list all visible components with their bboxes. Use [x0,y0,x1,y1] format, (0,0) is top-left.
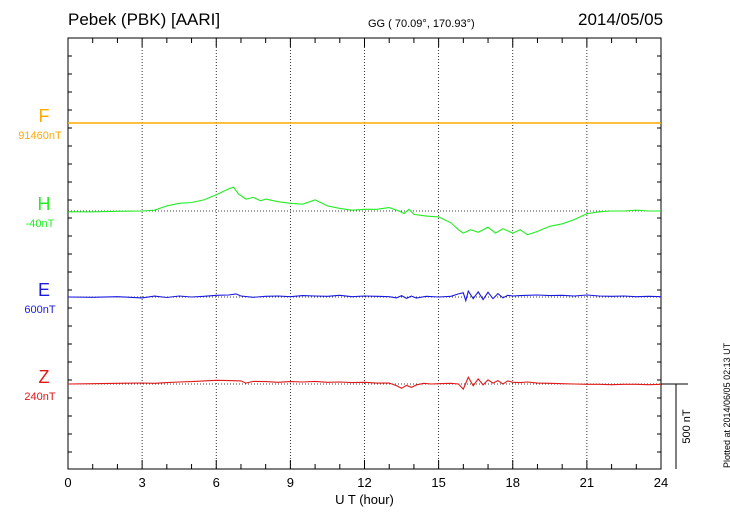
series-line-h [68,186,661,236]
channel-label-h: H [38,194,51,214]
series-line-z [67,375,662,391]
x-tick-label: 21 [580,475,594,490]
chart-date: 2014/05/05 [578,10,664,29]
x-tick-label: 24 [654,475,668,490]
x-tick-label: 15 [431,475,445,490]
channel-label-e: E [38,280,50,300]
baseline-value-f: 91460nT [18,130,62,142]
baseline-value-z: 240nT [24,391,55,403]
x-tick-label: 6 [213,475,220,490]
baseline-value-e: 600nT [24,304,55,316]
x-tick-label: 0 [64,475,71,490]
channel-label-f: F [39,106,50,126]
x-tick-label: 3 [139,475,146,490]
baseline-value-h: -40nT [26,218,55,230]
station-title: Pebek (PBK) [AARI] [68,10,221,29]
x-axis-label: U T (hour) [335,492,394,507]
station-coordinates: GG ( 70.09°, 170.93°) [368,18,475,30]
x-tick-label: 18 [506,475,520,490]
scale-bar-label: 500 nT [681,409,693,444]
channel-label-z: Z [39,367,50,387]
x-tick-label: 9 [287,475,294,490]
x-tick-label: 12 [357,475,371,490]
series-line-e [67,289,662,303]
